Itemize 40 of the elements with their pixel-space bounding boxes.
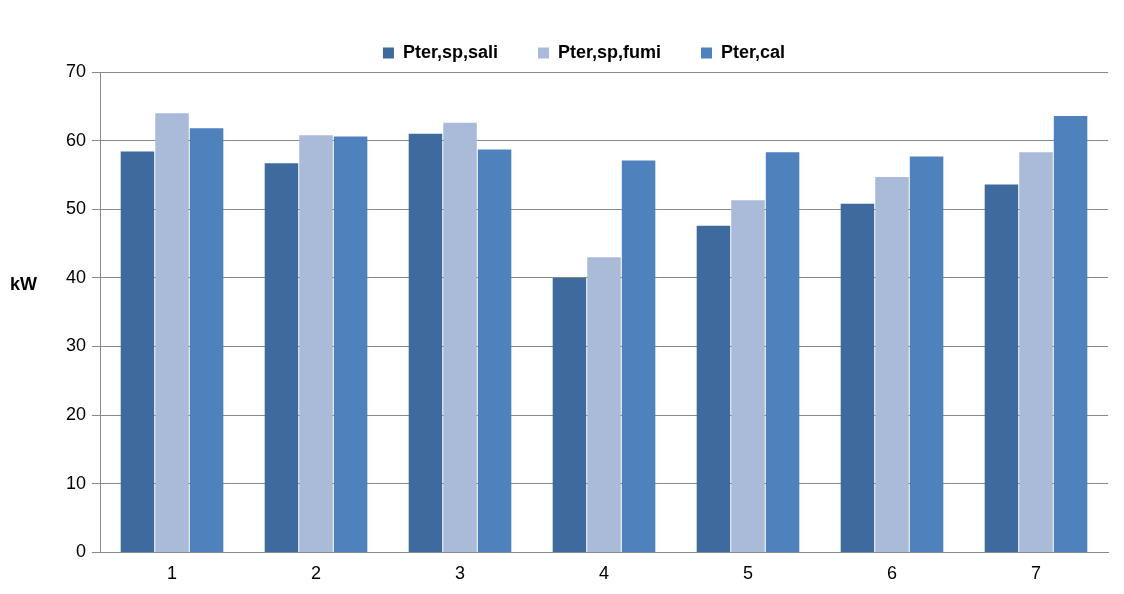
y-tick-label: 70 [65,60,87,81]
bar [909,156,944,552]
x-tick-label: 3 [455,563,466,584]
bar [264,163,299,552]
bar [696,225,731,552]
y-axis-title: kW [10,274,38,295]
x-tick-label: 4 [599,563,610,584]
y-tick-label: 50 [65,198,87,219]
y-tick-label: 30 [65,335,87,356]
x-tick-label: 2 [311,563,322,584]
bar [477,149,512,552]
bar [875,177,909,552]
bar [587,257,621,552]
legend-label: Pter,sp,fumi [557,41,662,62]
x-tick-label: 7 [1030,563,1042,584]
bar [840,203,875,552]
legend-label: Pter,cal [721,41,786,62]
bar [408,133,443,552]
x-tick-label: 6 [887,563,898,584]
bar [552,277,587,552]
y-tick-label: 60 [65,129,87,150]
y-tick-label: 0 [76,541,87,562]
bar [731,200,765,552]
bar [1019,152,1053,552]
y-tick-label: 40 [65,266,87,287]
bar [443,122,477,552]
bar [984,184,1019,552]
bar [189,128,224,552]
y-tick-label: 20 [65,404,87,425]
y-tick-label: 10 [65,472,87,493]
bar [765,152,800,552]
bar [155,113,189,552]
legend-label: Pter,sp,sali [402,41,498,62]
x-tick-label: 5 [743,563,754,584]
x-tick-label: 1 [167,563,178,584]
bar [1053,115,1088,552]
bar [621,160,656,552]
bar [120,151,155,552]
bar [333,136,368,552]
bar [299,135,333,552]
